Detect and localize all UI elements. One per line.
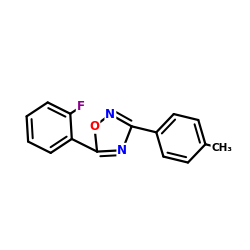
Text: O: O <box>90 120 100 133</box>
Text: N: N <box>117 144 127 157</box>
Text: N: N <box>105 108 115 121</box>
Text: F: F <box>77 100 85 113</box>
Text: CH₃: CH₃ <box>212 143 233 153</box>
